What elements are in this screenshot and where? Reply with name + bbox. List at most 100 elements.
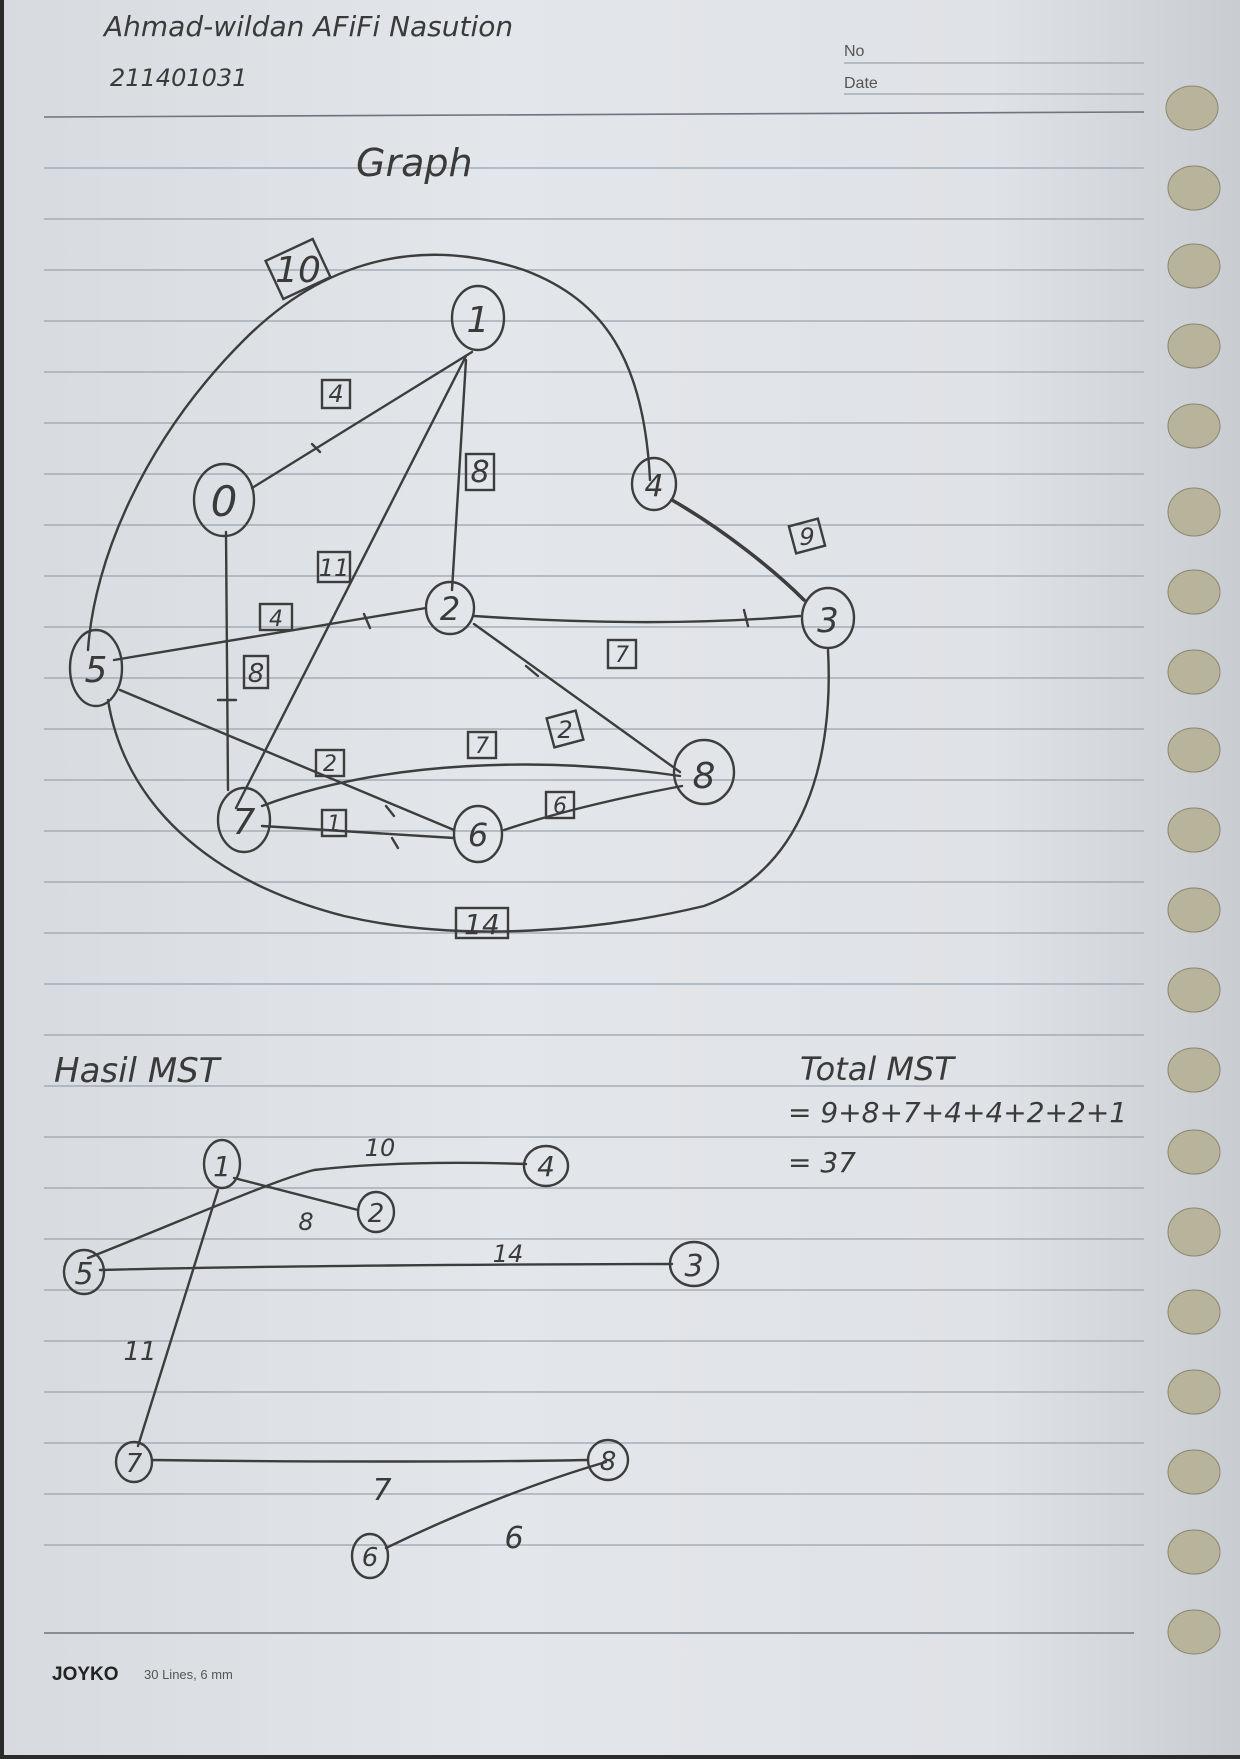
svg-text:6: 6 [553, 794, 567, 819]
mst-node-4: 4 [522, 1144, 570, 1188]
svg-text:7: 7 [126, 1449, 143, 1479]
mst-edges [86, 1161, 674, 1550]
edge-4-3 [670, 498, 806, 602]
edge-1-2 [450, 358, 468, 592]
graph-edges [86, 253, 830, 933]
edge-7-8 [260, 763, 682, 808]
svg-text:2: 2 [440, 590, 460, 628]
svg-text:2: 2 [323, 752, 337, 777]
graph-node-8: 8 [672, 738, 736, 806]
weight-label-7a: 7 [606, 638, 638, 670]
weight-label-8b: 8 [242, 654, 270, 690]
ruled-lines [43, 62, 1145, 1634]
mst-edge-1-2 [232, 1176, 360, 1212]
svg-text:3: 3 [817, 601, 839, 641]
weight-label-4b: 4 [258, 602, 294, 632]
svg-text:8: 8 [693, 756, 716, 797]
total-line-2: = 37 [788, 1146, 856, 1179]
svg-text:2: 2 [557, 716, 572, 744]
mst-node-7: 7 [114, 1440, 154, 1484]
mst-weight-8: 8 [298, 1208, 313, 1236]
mst-weight-14: 14 [493, 1240, 524, 1268]
mst-title: Hasil MST [54, 1051, 222, 1091]
edge-5-6 [118, 688, 456, 832]
graph-node-3: 3 [800, 586, 856, 650]
paper-spec: 30 Lines, 6 mm [144, 1667, 233, 1682]
mst-edge-5-3 [98, 1262, 674, 1272]
total-line-1: = 9+8+7+4+4+2+2+1 [788, 1096, 1127, 1129]
mst-node-1: 1 [202, 1138, 242, 1190]
page-drawing: Ahmad-wildan AFiFi Nasution 211401031 No… [43, 10, 1221, 1685]
graph-node-2: 2 [424, 580, 476, 636]
graph-nodes: 1 0 4 2 3 5 8 7 6 [68, 284, 856, 864]
svg-text:11: 11 [319, 554, 350, 582]
weight-label-1: 1 [320, 808, 348, 838]
svg-text:14: 14 [464, 908, 500, 941]
mst-node-2: 2 [356, 1190, 396, 1234]
svg-text:8: 8 [600, 1447, 617, 1477]
mst-weights: 10 8 14 11 7 6 [123, 1134, 523, 1556]
no-label: No [844, 43, 865, 60]
weight-label-2a: 2 [545, 709, 585, 749]
svg-text:6: 6 [468, 816, 488, 854]
edge-2-3 [472, 614, 802, 624]
graph-node-4: 4 [630, 456, 678, 512]
student-id: 211401031 [110, 64, 247, 92]
svg-text:4: 4 [328, 380, 343, 408]
weight-label-8a: 8 [464, 452, 496, 492]
svg-text:5: 5 [85, 650, 108, 691]
mst-edge-5-4 [86, 1161, 528, 1260]
weight-label-6: 6 [544, 790, 576, 820]
weight-label-2b: 2 [314, 748, 346, 778]
svg-text:4: 4 [269, 607, 283, 632]
svg-text:7: 7 [233, 802, 256, 843]
svg-text:1: 1 [467, 300, 490, 341]
notebook-page: Ahmad-wildan AFiFi Nasution 211401031 No… [4, 0, 1240, 1755]
svg-text:5: 5 [74, 1257, 93, 1292]
svg-text:1: 1 [327, 812, 341, 837]
binder-holes [1165, 85, 1221, 1655]
graph-node-6: 6 [452, 804, 504, 864]
weight-label-14: 14 [454, 906, 510, 941]
weight-label-9: 9 [787, 517, 827, 555]
mst-weight-6: 6 [504, 1521, 523, 1556]
svg-text:9: 9 [799, 523, 814, 551]
svg-text:7: 7 [475, 734, 489, 759]
graph-node-1: 1 [450, 284, 506, 352]
mst-node-3: 3 [668, 1240, 720, 1288]
edge-1-0 [250, 350, 474, 490]
weight-label-11: 11 [316, 550, 352, 584]
mst-weight-7: 7 [372, 1473, 391, 1508]
weight-label-4a: 4 [320, 378, 352, 410]
mst-edge-1-7 [136, 1188, 220, 1448]
svg-text:3: 3 [684, 1249, 703, 1284]
mst-weight-11: 11 [123, 1337, 156, 1367]
graph-weights: 10 4 8 9 11 4 7 8 2 2 7 6 1 14 [242, 237, 827, 941]
mst-node-5: 5 [62, 1248, 106, 1296]
brand-logo: JOYKO [52, 1664, 119, 1685]
svg-text:8: 8 [248, 659, 265, 689]
edge-5-2 [112, 606, 428, 662]
edge-6-8 [502, 784, 684, 832]
mst-node-8: 8 [586, 1438, 630, 1482]
weight-label-10: 10 [263, 237, 333, 301]
graph-node-5: 5 [68, 628, 124, 708]
svg-text:7: 7 [615, 643, 629, 668]
student-name: Ahmad-wildan AFiFi Nasution [102, 10, 513, 43]
edge-2-8 [472, 622, 682, 774]
weight-label-7b: 7 [466, 730, 498, 760]
svg-text:1: 1 [213, 1150, 231, 1183]
svg-text:2: 2 [368, 1199, 385, 1229]
graph-title: Graph [356, 141, 473, 185]
mst-weight-10: 10 [365, 1134, 396, 1162]
edge-5-3 [106, 648, 830, 933]
edge-5-4 [86, 253, 652, 652]
graph-node-7: 7 [216, 786, 272, 854]
svg-text:4: 4 [644, 469, 663, 504]
graph-node-0: 0 [192, 462, 256, 538]
mst-node-6: 6 [350, 1532, 390, 1580]
svg-text:6: 6 [362, 1543, 379, 1573]
mst-edge-6-8 [384, 1460, 608, 1550]
mst-nodes: 1 4 2 5 3 7 8 6 [62, 1138, 720, 1580]
total-title: Total MST [800, 1050, 956, 1088]
